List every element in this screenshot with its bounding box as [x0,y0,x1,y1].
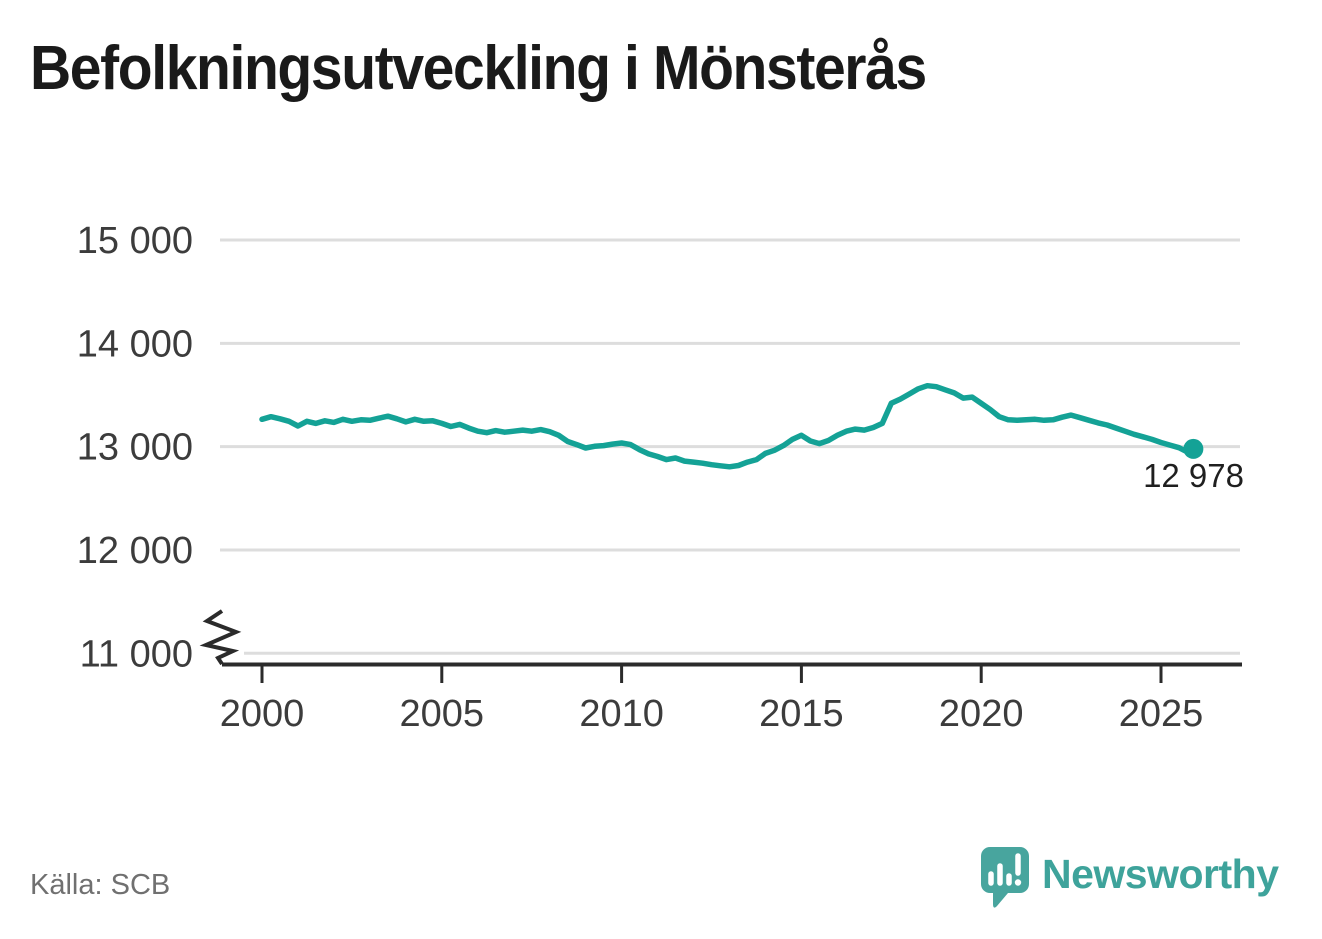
speech-bubble-bar-chart-icon [981,847,1029,908]
x-axis-tick-label: 2015 [759,693,844,735]
series-end-marker [1183,438,1204,459]
x-axis-tick-label: 2005 [400,693,485,735]
population-line-series [259,382,1197,470]
x-axis-tick-label: 2025 [1119,693,1204,735]
y-axis-tick-label: 14 000 [77,323,193,365]
gridlines [220,238,1240,655]
end-value-label: 12 978 [1143,457,1244,494]
chart-title: Befolkningsutveckling i Mönsterås [30,34,927,103]
x-axis-tick-label: 2020 [939,693,1024,735]
y-axis-tick-label: 15 000 [77,220,193,262]
x-axis-tick-label: 2000 [220,693,305,735]
axis-tick-labels: 11 000 12 000 13 000 14 000 15 000 2000 2005 20… [77,220,1204,735]
axes [199,609,1242,683]
newsworthy-branding: Newsworthy [980,846,1279,910]
y-axis-break-icon [199,609,242,666]
y-axis-tick-label: 12 000 [77,530,193,572]
newsworthy-logotype: Newsworthy [1042,851,1279,897]
y-axis-tick-label: 13 000 [77,427,193,469]
x-axis-tick-label: 2010 [579,693,664,735]
data-series [259,382,1204,470]
source-caption: Källa: SCB [30,869,171,901]
y-axis-tick-label: 11 000 [80,633,193,675]
